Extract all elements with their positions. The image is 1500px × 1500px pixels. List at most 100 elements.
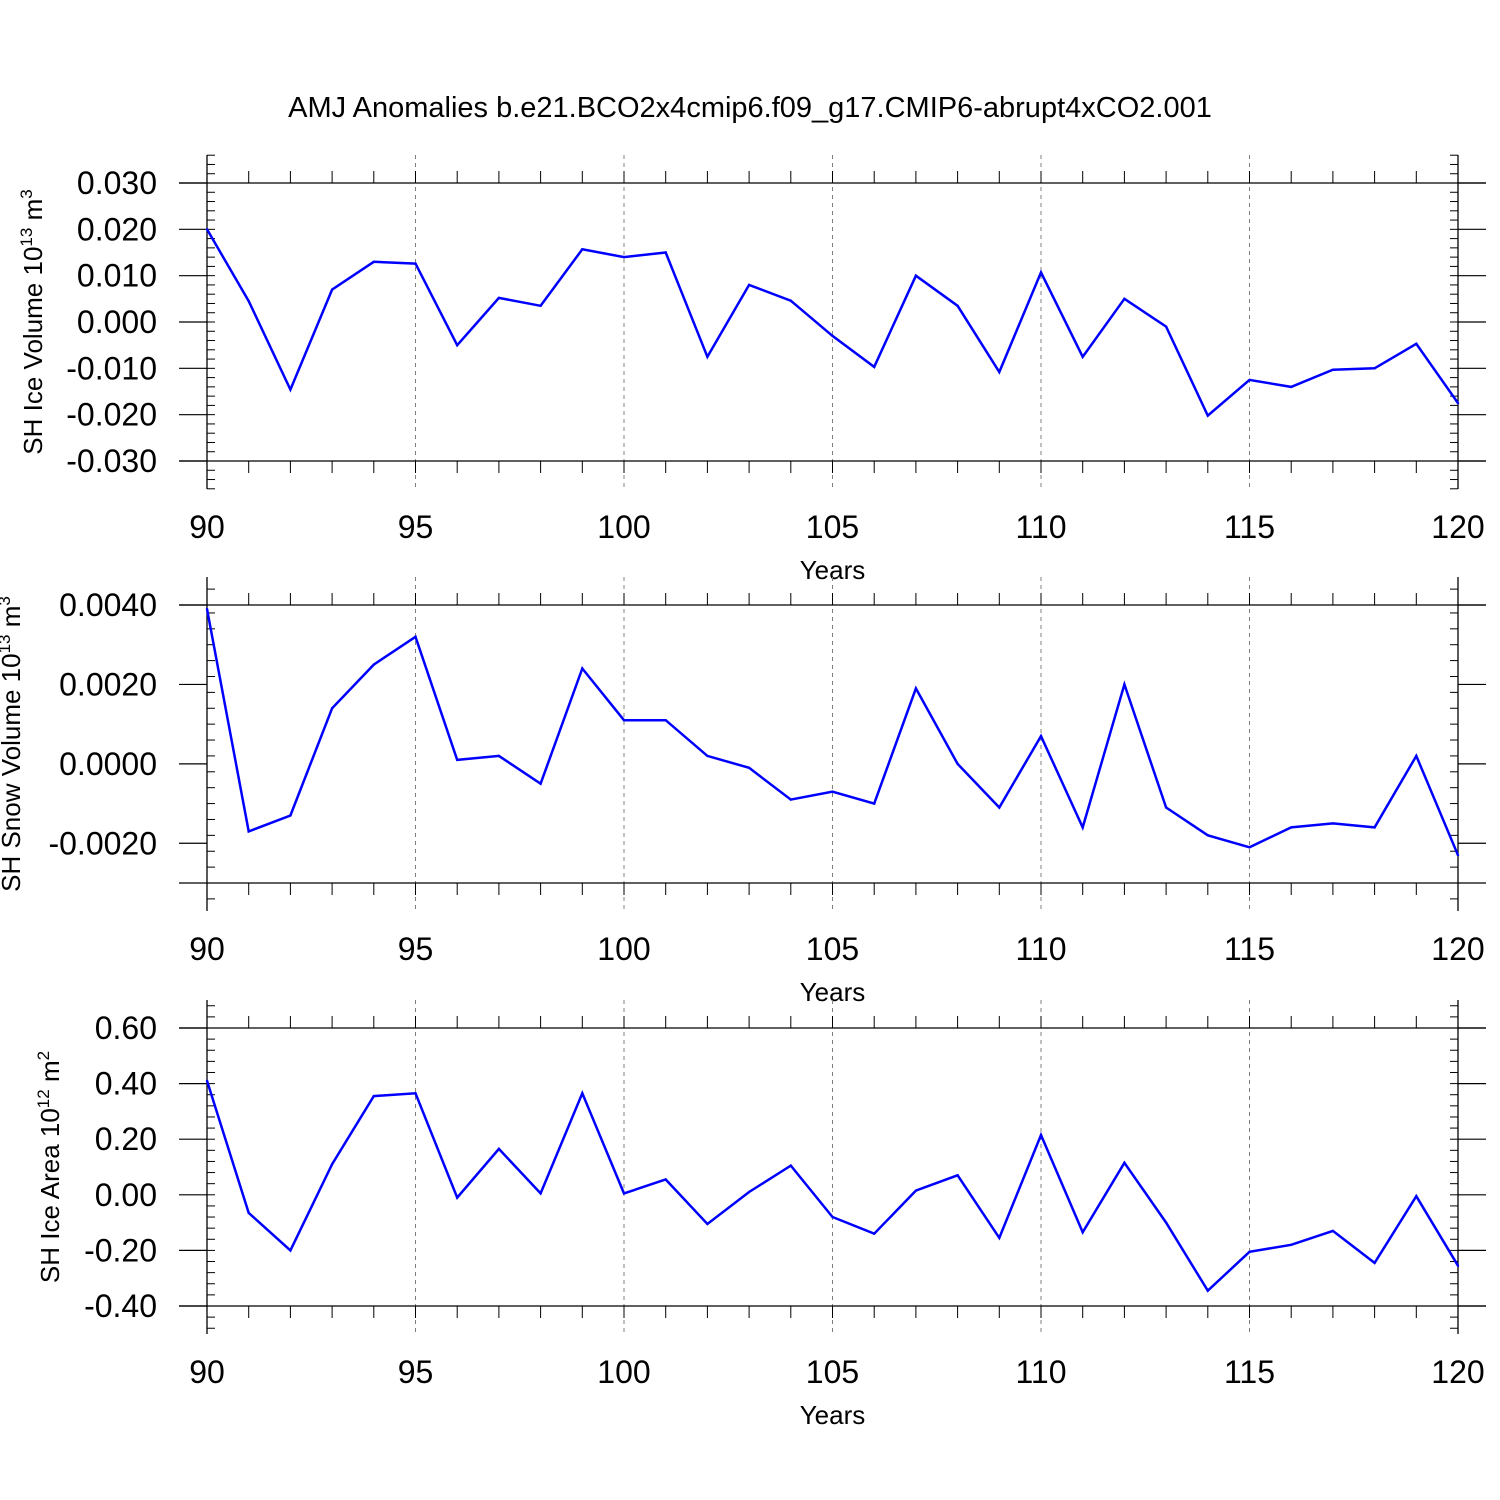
data-point	[289, 388, 292, 391]
data-point	[831, 334, 834, 338]
data-point	[581, 248, 584, 251]
x-tick-label: 110	[1015, 931, 1066, 967]
y-tick-label: 0.030	[77, 165, 157, 201]
data-point	[1164, 1221, 1168, 1224]
x-tick-label: 95	[398, 1354, 434, 1390]
data-point	[1373, 826, 1376, 829]
data-point	[664, 718, 667, 722]
data-point	[1081, 1231, 1084, 1234]
x-tick-label: 105	[806, 509, 859, 545]
data-point	[414, 635, 417, 638]
data-point	[914, 687, 918, 690]
x-tick-label: 120	[1431, 509, 1484, 545]
data-point	[664, 251, 667, 254]
chart-title: AMJ Anomalies b.e21.BCO2x4cmip6.f09_g17.…	[288, 92, 1212, 124]
x-tick-label: 100	[597, 931, 650, 967]
x-tick-label: 90	[189, 931, 225, 967]
x-tick-label: 105	[806, 1354, 859, 1390]
data-point	[1248, 378, 1251, 382]
data-point	[1206, 834, 1210, 837]
data-point	[1290, 385, 1293, 389]
y-tick-label: 0.0040	[59, 587, 157, 623]
data-point	[1248, 846, 1251, 849]
data-point	[1415, 1194, 1418, 1198]
data-point	[1248, 1250, 1251, 1253]
data-point	[1456, 1264, 1460, 1267]
data-point	[747, 1190, 751, 1194]
data-point	[914, 274, 918, 277]
data-point	[706, 1222, 709, 1226]
panel-2: -0.0020 0.0000 0.0020 0.0040 90 95 100 105 110 11…	[0, 577, 1486, 1007]
data-point	[1164, 325, 1168, 328]
y-axis-title-unit: m	[18, 199, 48, 228]
data-point	[914, 1189, 918, 1192]
data-point	[289, 1249, 292, 1252]
data-point	[789, 299, 792, 302]
x-tick-label: 110	[1015, 509, 1066, 545]
x-tick-label: 115	[1224, 931, 1275, 967]
y-tick-label: 0.40	[95, 1066, 157, 1102]
y-tick-label: 0.020	[77, 211, 157, 247]
data-point	[998, 1236, 1001, 1240]
data-point	[1415, 342, 1418, 345]
y-axis-title-unit-exponent: 3	[17, 189, 36, 198]
data-point	[1290, 1243, 1293, 1247]
x-tick-label: 90	[189, 509, 225, 545]
data-point	[1123, 297, 1126, 301]
data-point	[664, 1178, 667, 1181]
data-point	[1331, 368, 1335, 371]
data-point	[873, 1232, 876, 1235]
y-axis-title-exponent: 12	[34, 1089, 53, 1108]
data-point	[414, 262, 417, 265]
data-point	[581, 1092, 584, 1095]
data-point	[372, 260, 375, 263]
x-tick-label: 100	[597, 1354, 650, 1390]
x-tick-label: 115	[1224, 1354, 1275, 1390]
data-point	[330, 1163, 334, 1166]
y-axis-title-unit: m	[0, 606, 26, 635]
y-axis-title-unit: m	[35, 1060, 65, 1089]
y-tick-label: 0.0000	[59, 746, 157, 782]
data-point	[539, 1192, 542, 1195]
data-point	[1290, 826, 1293, 829]
data-point	[1206, 1289, 1210, 1292]
data-point	[414, 1092, 417, 1095]
y-tick-label: -0.0020	[48, 825, 157, 861]
data-point	[706, 355, 709, 358]
x-tick-label: 115	[1224, 509, 1275, 545]
x-tick-label: 120	[1431, 1354, 1484, 1390]
y-axis-title: SH Ice Area 1012 m2	[34, 1051, 65, 1283]
data-point	[1081, 355, 1084, 358]
data-point	[247, 830, 250, 833]
data-point	[205, 607, 209, 611]
data-point	[789, 1164, 792, 1167]
data-point	[831, 1215, 834, 1219]
data-point	[956, 762, 959, 766]
data-point	[1164, 806, 1168, 809]
data-point	[706, 754, 709, 758]
data-point	[1081, 826, 1084, 829]
y-tick-label: -0.030	[66, 443, 157, 479]
data-point	[1039, 271, 1043, 274]
y-axis-title-text: SH Snow Volume 10	[0, 653, 26, 891]
data-point	[1206, 414, 1210, 417]
x-tick-label: 100	[597, 509, 650, 545]
data-point	[372, 663, 375, 666]
data-point	[1373, 367, 1376, 370]
data-point	[747, 766, 751, 770]
y-tick-label: -0.020	[66, 397, 157, 433]
data-point	[1456, 401, 1460, 405]
data-point	[1123, 683, 1126, 686]
y-tick-label: 0.0020	[59, 666, 157, 702]
data-point	[1331, 822, 1335, 825]
data-point	[247, 299, 250, 303]
data-point	[247, 1211, 250, 1215]
y-tick-label: -0.40	[84, 1288, 157, 1324]
data-point	[998, 806, 1001, 809]
data-point	[789, 798, 792, 801]
data-point	[1415, 754, 1418, 758]
y-tick-label: 0.00	[95, 1177, 157, 1213]
y-axis-title-text: SH Ice Area 10	[35, 1108, 65, 1283]
data-point	[1456, 854, 1460, 857]
x-tick-label: 95	[398, 509, 434, 545]
